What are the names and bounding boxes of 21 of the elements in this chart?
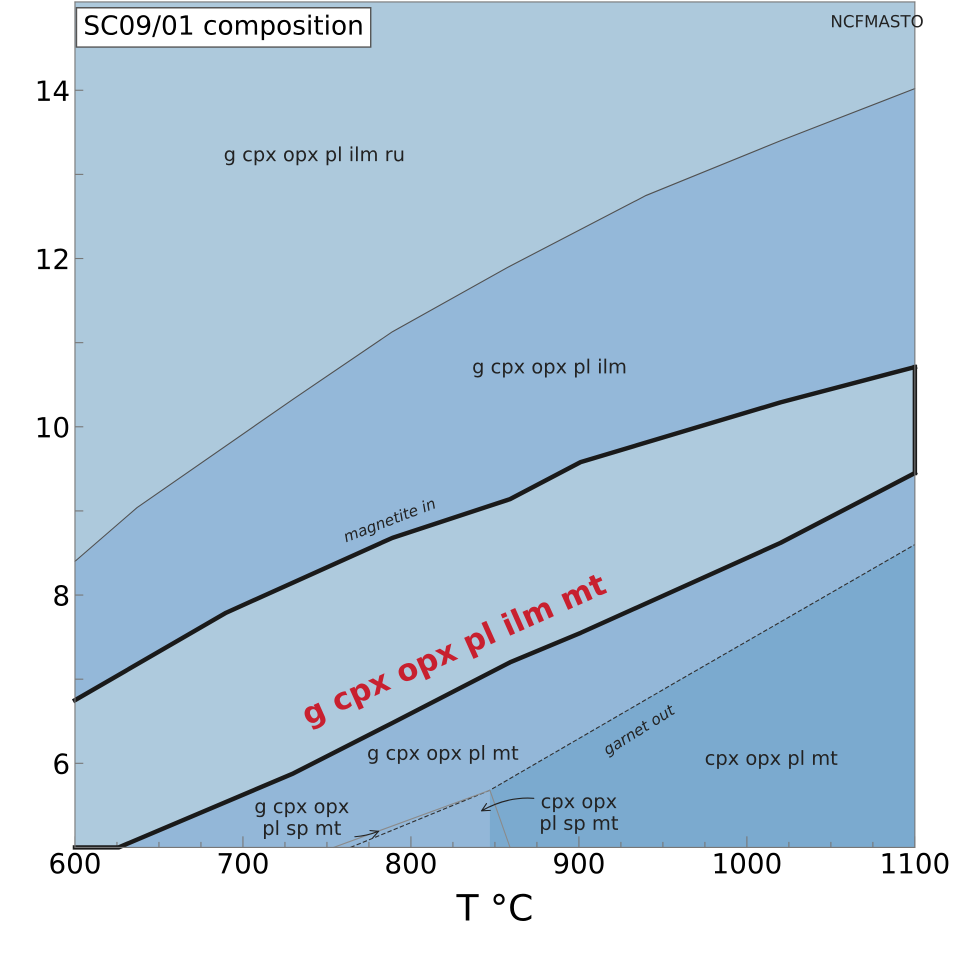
annotation: cpx opx pl sp mt <box>541 797 618 834</box>
x-tick-label: 1100 <box>882 852 948 874</box>
x-tick-label: 600 <box>50 852 100 874</box>
y-tick-label: 6 <box>54 753 68 774</box>
y-tick-label: 14 <box>38 80 69 101</box>
annotation: g cpx opx pl sp mt <box>255 802 349 839</box>
annotation: cpx opx pl mt <box>706 750 838 769</box>
annotation: g cpx opx pl mt <box>368 745 518 764</box>
annotation: NCFMASTO <box>832 14 923 28</box>
x-tick-label: 1000 <box>714 852 780 874</box>
x-tick-label: 900 <box>554 852 604 874</box>
annotation: g cpx opx pl ilm <box>473 358 626 378</box>
y-tick-label: 12 <box>38 248 68 270</box>
x-axis-title: T °C <box>456 894 532 922</box>
x-tick-label: 700 <box>218 852 268 874</box>
chart-title: SC09/01 composition <box>85 14 362 40</box>
annotation: g cpx opx pl ilm mt <box>300 571 610 732</box>
annotation: g cpx opx pl ilm ru <box>224 146 404 166</box>
y-tick-label: 8 <box>54 584 68 606</box>
x-tick-label: 800 <box>386 852 436 874</box>
y-tick-label: 10 <box>38 416 68 438</box>
